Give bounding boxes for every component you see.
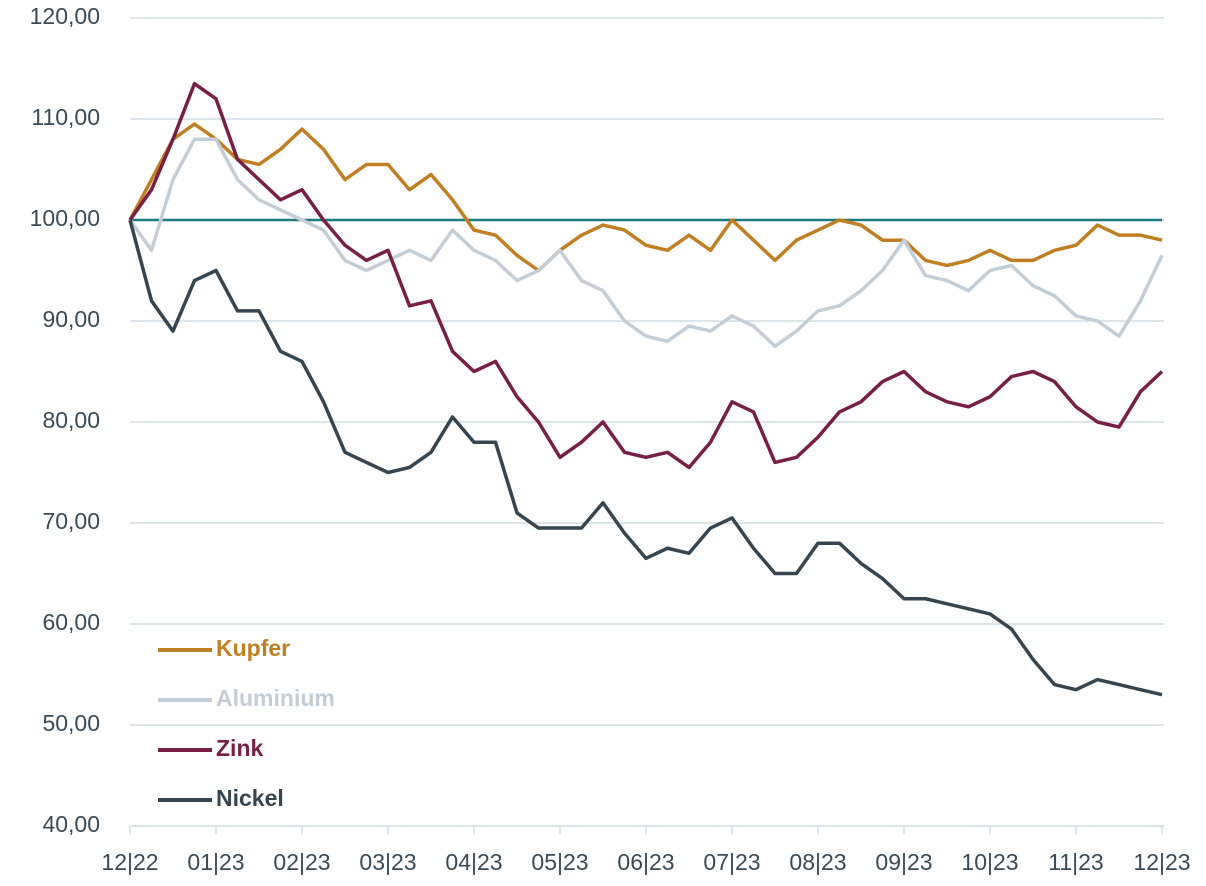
x-tick-label: 06|23 [617,849,674,875]
x-tick-label: 12|23 [1133,849,1190,875]
y-tick-label: 80,00 [42,407,100,433]
legend-label: Zink [216,735,263,761]
x-tick-label: 05|23 [531,849,588,875]
x-tick-label: 10|23 [961,849,1018,875]
x-tick-label: 04|23 [445,849,502,875]
legend-label: Kupfer [216,635,290,661]
x-tick-label: 01|23 [187,849,244,875]
series-line [128,122,1163,273]
x-tick-label: 08|23 [789,849,846,875]
y-tick-label: 100,00 [30,205,100,231]
y-tick-label: 110,00 [31,104,100,130]
legend-label: Aluminium [216,685,335,711]
x-tick-label: 12|22 [101,849,158,875]
y-tick-label: 90,00 [42,306,100,332]
x-tick-label: 07|23 [703,849,760,875]
legend: Kupfer Aluminium Zink Nickel [158,635,335,811]
series-line [128,219,1163,697]
y-tick-label: 70,00 [42,508,100,534]
y-tick-label: 60,00 [42,609,100,635]
x-tick-label: 02|23 [273,849,330,875]
x-tick-label: 03|23 [359,849,416,875]
series-line [128,81,1164,470]
y-tick-label: 40,00 [42,811,100,837]
x-tick-label: 09|23 [875,849,932,875]
series-line [128,137,1164,348]
legend-label: Nickel [216,785,284,811]
y-tick-label: 120,00 [30,3,100,29]
y-tick-label: 50,00 [42,710,100,736]
x-tick-label: 11|23 [1048,849,1103,875]
